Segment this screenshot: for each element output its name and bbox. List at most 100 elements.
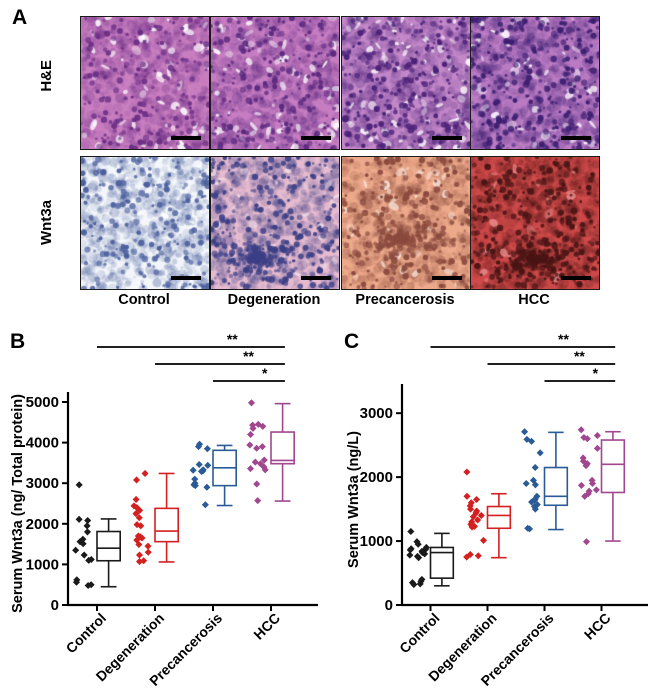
- scatter-points-control: [72, 481, 95, 590]
- data-point: [261, 466, 269, 474]
- scatter-points-precancerosis: [521, 428, 544, 533]
- x-axis-label-control: Control: [63, 610, 110, 657]
- panel-c-letter: C: [344, 330, 359, 353]
- data-point: [581, 492, 589, 500]
- significance-label: **: [558, 331, 569, 347]
- panel-c-boxplot: C 0 1000 2000 3000 Serum Wnt3a (ng/L) Control…: [330, 330, 657, 694]
- column-label-control: Control: [118, 292, 170, 308]
- box-precancerosis: [543, 431, 569, 531]
- scale-bar: [171, 276, 201, 280]
- column-label-hcc: HCC: [518, 292, 550, 308]
- data-point: [260, 456, 268, 464]
- data-point: [588, 479, 597, 488]
- data-point: [197, 467, 205, 475]
- scale-bar: [301, 276, 331, 280]
- data-point: [577, 426, 585, 434]
- data-point: [247, 430, 255, 439]
- box-degeneration: [154, 472, 180, 563]
- data-point: [256, 460, 265, 468]
- data-point: [135, 514, 143, 522]
- data-point: [583, 435, 591, 443]
- data-point: [469, 513, 477, 521]
- data-point: [536, 449, 544, 457]
- data-point: [474, 516, 482, 524]
- data-point: [84, 517, 92, 525]
- data-point: [204, 461, 212, 469]
- data-point: [72, 546, 80, 554]
- axis-lines: [66, 392, 318, 607]
- histology-tile-he-hcc: [470, 16, 600, 150]
- data-point: [415, 554, 423, 562]
- data-point: [526, 525, 534, 533]
- data-point: [138, 534, 146, 542]
- data-point: [577, 481, 585, 489]
- panel-b-boxplot: B 0 1000 2000 3000 4000 5000 Serum Wnt3a (ng/ …: [0, 330, 330, 694]
- data-point: [144, 542, 152, 550]
- data-point: [194, 443, 203, 451]
- scatter-points-hcc: [577, 426, 601, 546]
- data-point: [582, 538, 591, 546]
- scatter-points-degeneration: [130, 469, 152, 566]
- data-point: [593, 444, 601, 452]
- histology-tile-wnt3a-hcc: [470, 156, 600, 290]
- data-point: [593, 432, 601, 440]
- data-point: [189, 466, 197, 474]
- panel-a-histology: A H&E Wnt3a Control Degeneration Precanc…: [0, 0, 657, 322]
- data-point: [528, 498, 536, 506]
- data-point: [251, 458, 259, 466]
- y-tick-label: 0: [51, 597, 59, 614]
- data-point: [201, 501, 209, 509]
- y-tick-label: 1000: [26, 556, 59, 573]
- panel-a-letter: A: [12, 6, 27, 29]
- histology-tile-wnt3a-precancerosis: [341, 156, 471, 290]
- histology-tile-he-precancerosis: [341, 16, 471, 150]
- data-point: [477, 511, 485, 520]
- y-axis-title: Serum Wnt3a (ng/ Total protein): [10, 394, 26, 613]
- significance-label: **: [574, 348, 585, 364]
- data-point: [474, 552, 482, 560]
- data-point: [253, 480, 261, 488]
- data-point: [522, 479, 530, 488]
- panel-b-letter: B: [10, 330, 25, 353]
- data-point: [253, 444, 261, 452]
- data-point: [84, 581, 92, 590]
- row-label-wnt3a: Wnt3a: [38, 200, 55, 245]
- data-point: [203, 483, 211, 491]
- histology-tile-wnt3a-degeneration: [210, 156, 340, 290]
- data-point: [132, 510, 140, 518]
- box-hcc: [600, 430, 626, 542]
- data-point: [468, 523, 476, 531]
- x-axis-label-hcc: HCC: [250, 610, 283, 643]
- data-point: [531, 464, 539, 472]
- box-hcc: [270, 402, 296, 502]
- box-control: [429, 532, 455, 587]
- box-control: [96, 518, 122, 588]
- data-point: [421, 550, 429, 558]
- data-point: [531, 505, 539, 513]
- x-axis-label-control: Control: [396, 610, 443, 657]
- y-tick-label: 3000: [360, 405, 393, 422]
- data-point: [79, 540, 87, 548]
- data-point: [195, 460, 203, 469]
- data-point: [76, 538, 84, 546]
- data-point: [531, 481, 539, 489]
- data-point: [414, 540, 422, 548]
- scale-bar: [432, 136, 462, 140]
- scale-bar: [301, 136, 331, 140]
- data-point: [410, 581, 418, 589]
- data-point: [466, 550, 474, 559]
- data-point: [135, 558, 144, 566]
- data-point: [528, 437, 536, 445]
- data-point: [133, 476, 141, 484]
- data-point: [247, 399, 256, 407]
- scale-bar: [561, 276, 591, 280]
- histology-tile-wnt3a-control: [80, 156, 210, 290]
- data-point: [132, 495, 140, 503]
- y-tick-label: 2000: [26, 516, 59, 533]
- data-point: [259, 422, 267, 430]
- data-point: [249, 424, 257, 432]
- data-point: [467, 505, 475, 513]
- data-point: [191, 482, 199, 490]
- data-point: [407, 527, 415, 535]
